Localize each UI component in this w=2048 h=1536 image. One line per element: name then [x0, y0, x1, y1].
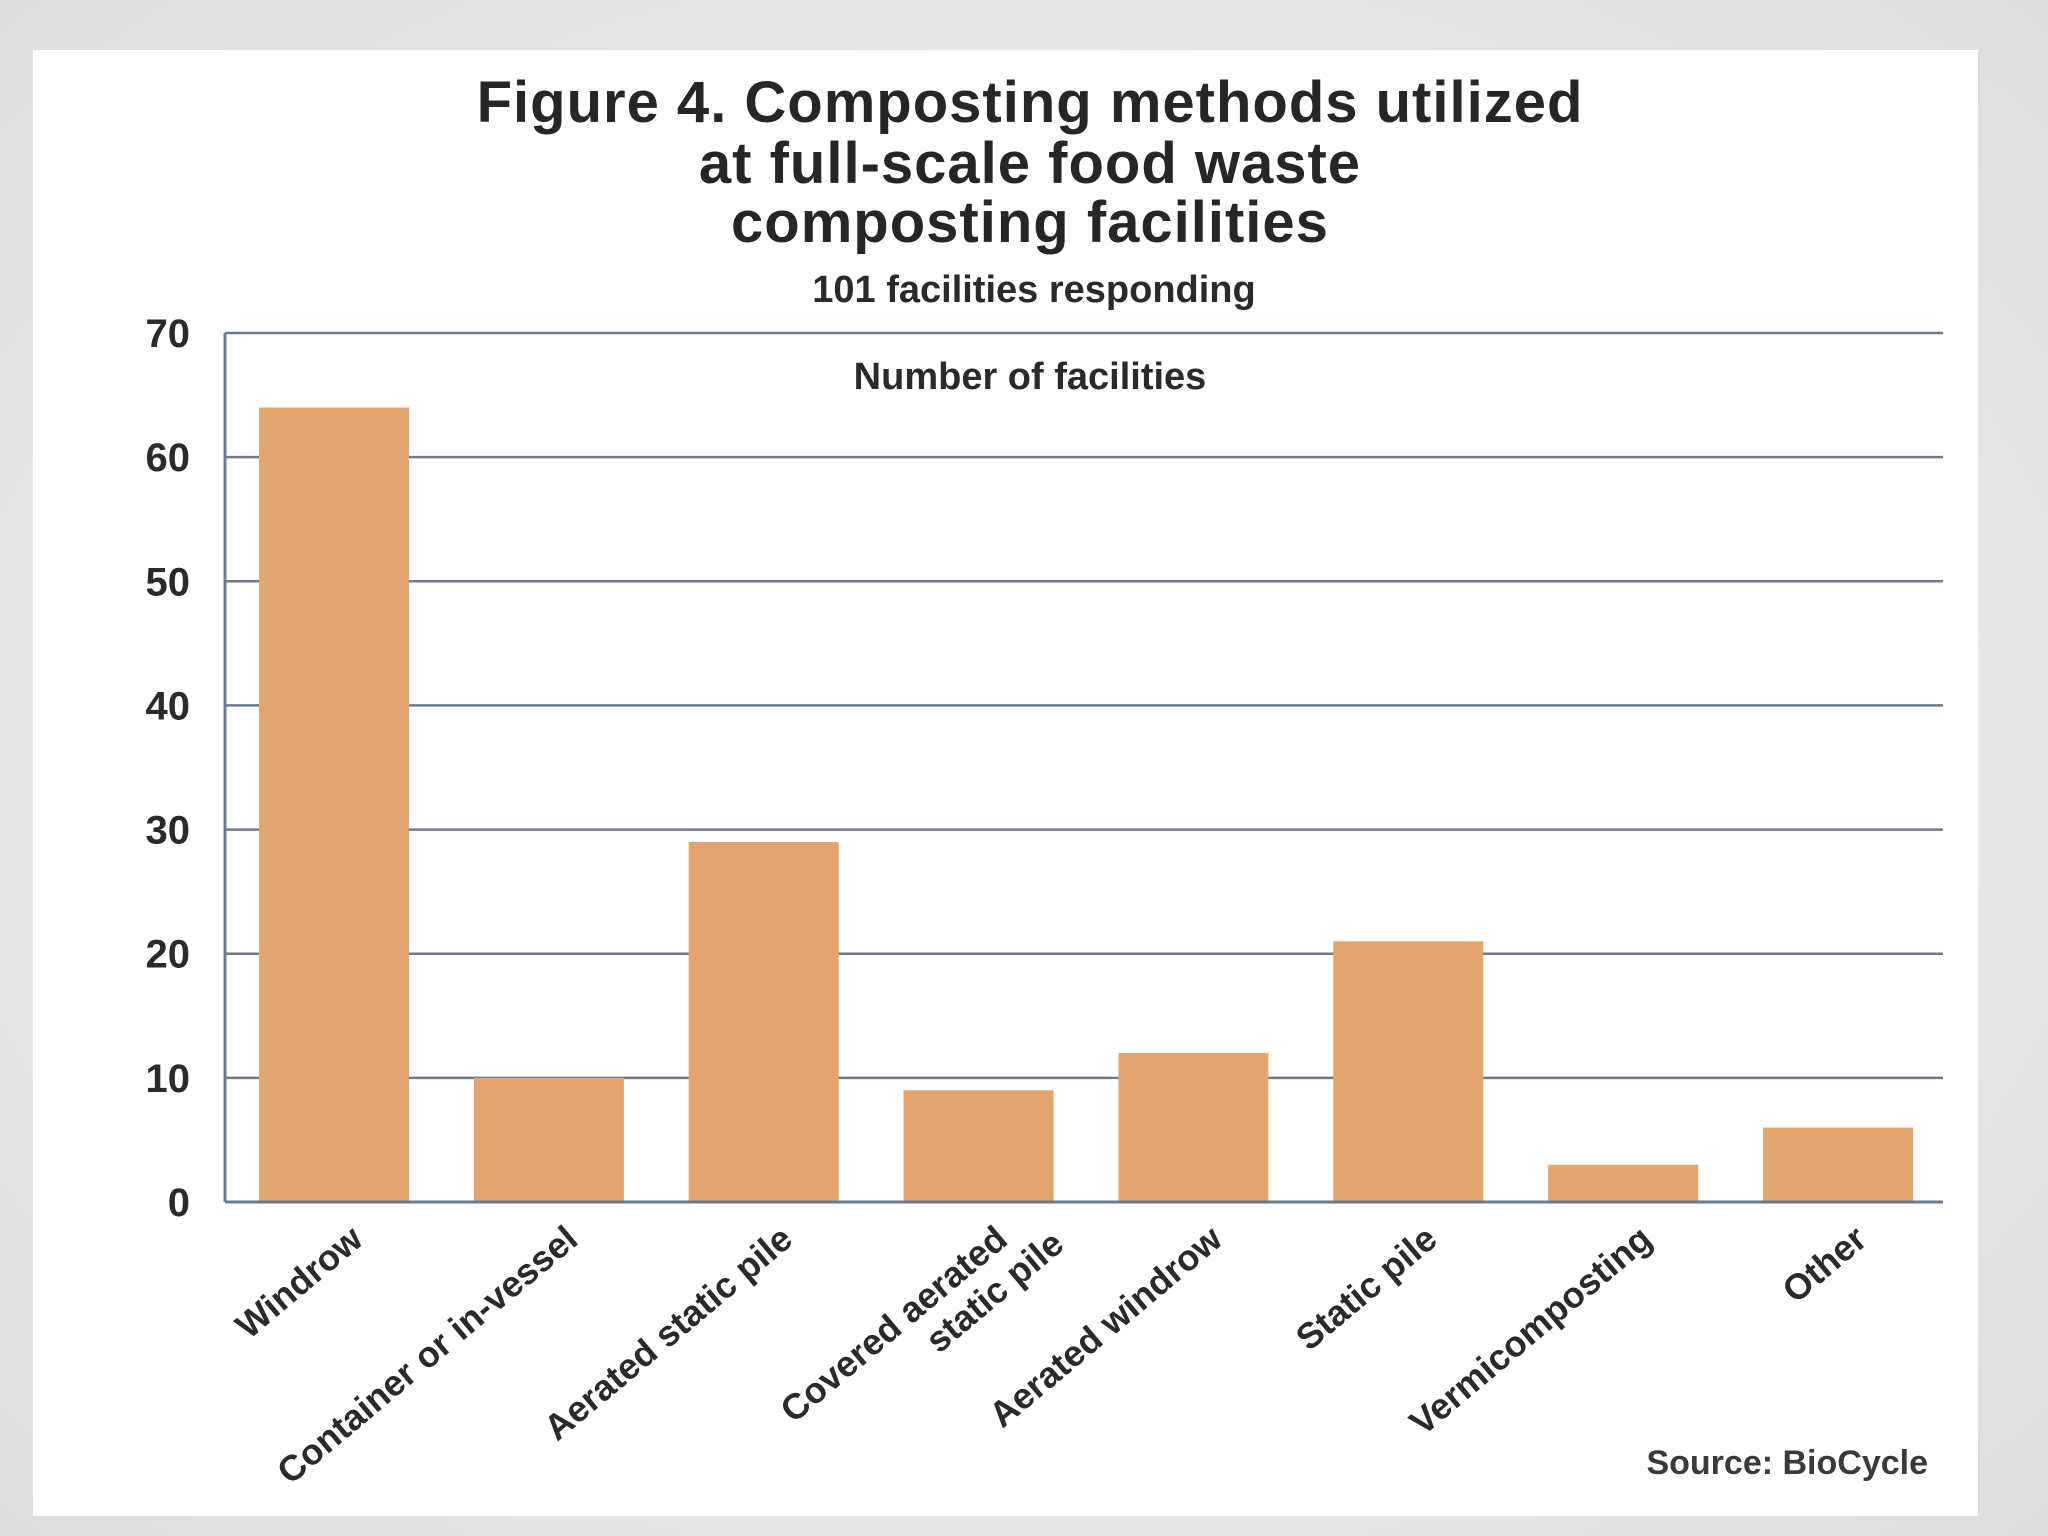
bar — [1763, 1127, 1913, 1201]
bar — [1548, 1164, 1699, 1201]
x-tick-label: Windrow — [228, 1217, 371, 1347]
bar — [473, 1077, 624, 1201]
chart-title: Figure 4. Composting methods utilized at… — [477, 70, 1584, 255]
y-tick-label: 10 — [146, 1057, 191, 1101]
y-tick-label: 30 — [146, 809, 191, 853]
y-tick-label: 70 — [146, 312, 191, 356]
bar — [1333, 941, 1484, 1201]
bars — [259, 407, 1913, 1201]
bar — [903, 1090, 1054, 1201]
x-tick-label: Static pile — [1288, 1217, 1445, 1358]
title-line-1: Figure 4. Composting methods utilized — [477, 70, 1584, 135]
source-note: Source: BioCycle — [1646, 1444, 1928, 1482]
gridlines — [223, 331, 1943, 1204]
y-tick-label: 0 — [168, 1181, 190, 1225]
y-tick-label: 20 — [146, 933, 191, 977]
x-tick-label-line: Other — [1774, 1217, 1874, 1310]
x-tick-label: Other — [1774, 1217, 1874, 1310]
title-line-3: composting facilities — [731, 190, 1329, 255]
bar — [259, 407, 409, 1201]
y-tick-labels: 0 10 20 30 40 50 60 70 — [146, 312, 191, 1225]
y-tick-label: 40 — [146, 684, 191, 728]
title-line-2: at full-scale food waste — [699, 131, 1361, 196]
x-tick-label-line: Static pile — [1288, 1217, 1445, 1358]
y-axis-label: Number of facilities — [854, 356, 1207, 398]
bar — [1118, 1053, 1269, 1201]
chart-subtitle: 101 facilities responding — [812, 269, 1255, 311]
y-tick-label: 50 — [146, 560, 191, 604]
x-tick-label: Covered aeratedstatic pile — [772, 1192, 1071, 1461]
bar — [688, 841, 839, 1201]
y-tick-label: 60 — [146, 436, 191, 480]
x-tick-label-line: Windrow — [228, 1217, 371, 1347]
